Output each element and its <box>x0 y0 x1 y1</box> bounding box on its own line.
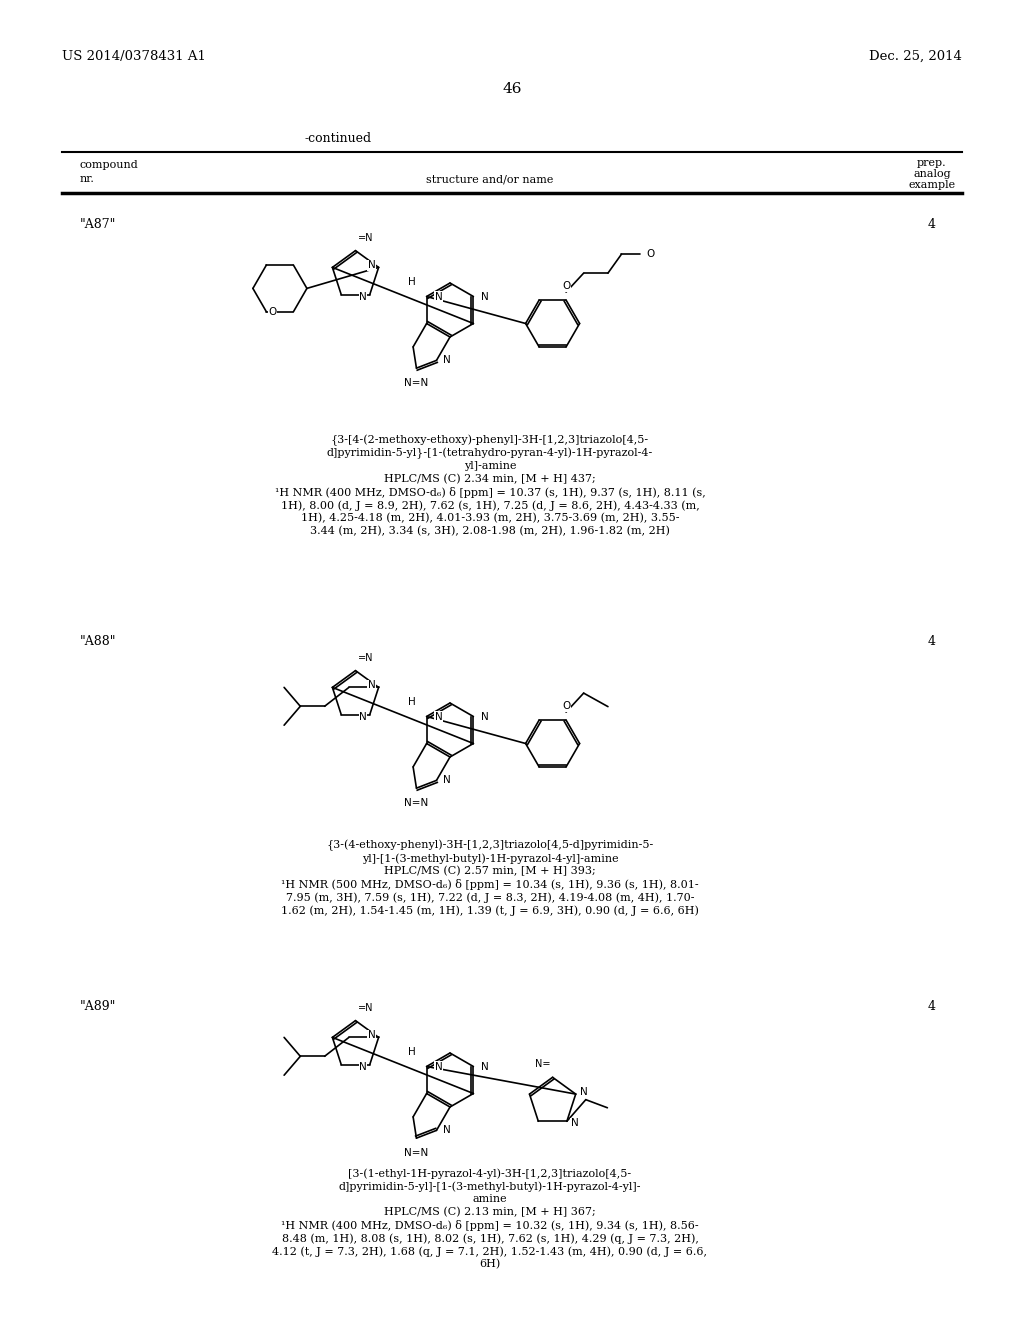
Text: 4: 4 <box>928 1001 936 1012</box>
Text: N: N <box>434 292 442 301</box>
Text: N: N <box>368 680 376 690</box>
Text: N: N <box>359 711 367 722</box>
Text: H: H <box>408 277 416 288</box>
Text: {3-[4-(2-methoxy-ethoxy)-phenyl]-3H-[1,2,3]triazolo[4,5-: {3-[4-(2-methoxy-ethoxy)-phenyl]-3H-[1,2… <box>331 436 649 446</box>
Text: "A89": "A89" <box>80 1001 117 1012</box>
Text: N=N: N=N <box>404 799 429 808</box>
Text: N: N <box>442 355 451 366</box>
Text: HPLC/MS (C) 2.13 min, [M + H] 367;: HPLC/MS (C) 2.13 min, [M + H] 367; <box>384 1206 596 1217</box>
Text: 4.12 (t, J = 7.3, 2H), 1.68 (q, J = 7.1, 2H), 1.52-1.43 (m, 4H), 0.90 (d, J = 6.: 4.12 (t, J = 7.3, 2H), 1.68 (q, J = 7.1,… <box>272 1246 708 1257</box>
Text: {3-(4-ethoxy-phenyl)-3H-[1,2,3]triazolo[4,5-d]pyrimidin-5-: {3-(4-ethoxy-phenyl)-3H-[1,2,3]triazolo[… <box>327 840 653 851</box>
Text: O: O <box>562 281 570 292</box>
Text: amine: amine <box>473 1195 507 1204</box>
Text: O: O <box>562 701 570 711</box>
Text: N: N <box>434 1061 442 1072</box>
Text: N: N <box>359 292 367 301</box>
Text: 46: 46 <box>502 82 522 96</box>
Text: HPLC/MS (C) 2.34 min, [M + H] 437;: HPLC/MS (C) 2.34 min, [M + H] 437; <box>384 474 596 484</box>
Text: prep.: prep. <box>918 158 947 168</box>
Text: N: N <box>481 711 489 722</box>
Text: ¹H NMR (400 MHz, DMSO-d₆) δ [ppm] = 10.37 (s, 1H), 9.37 (s, 1H), 8.11 (s,: ¹H NMR (400 MHz, DMSO-d₆) δ [ppm] = 10.3… <box>274 487 706 498</box>
Text: 1H), 4.25-4.18 (m, 2H), 4.01-3.93 (m, 2H), 3.75-3.69 (m, 2H), 3.55-: 1H), 4.25-4.18 (m, 2H), 4.01-3.93 (m, 2H… <box>301 513 679 523</box>
Text: H: H <box>408 1048 416 1057</box>
Text: 3.44 (m, 2H), 3.34 (s, 3H), 2.08-1.98 (m, 2H), 1.96-1.82 (m, 2H): 3.44 (m, 2H), 3.34 (s, 3H), 2.08-1.98 (m… <box>310 525 670 536</box>
Text: N: N <box>368 260 376 271</box>
Text: 8.48 (m, 1H), 8.08 (s, 1H), 8.02 (s, 1H), 7.62 (s, 1H), 4.29 (q, J = 7.3, 2H),: 8.48 (m, 1H), 8.08 (s, 1H), 8.02 (s, 1H)… <box>282 1233 698 1243</box>
Text: N: N <box>368 1031 376 1040</box>
Text: 4: 4 <box>928 635 936 648</box>
Text: O: O <box>268 306 276 317</box>
Text: compound: compound <box>80 160 138 170</box>
Text: HPLC/MS (C) 2.57 min, [M + H] 393;: HPLC/MS (C) 2.57 min, [M + H] 393; <box>384 866 596 876</box>
Text: US 2014/0378431 A1: US 2014/0378431 A1 <box>62 50 206 63</box>
Text: 1.62 (m, 2H), 1.54-1.45 (m, 1H), 1.39 (t, J = 6.9, 3H), 0.90 (d, J = 6.6, 6H): 1.62 (m, 2H), 1.54-1.45 (m, 1H), 1.39 (t… <box>281 906 699 916</box>
Text: N: N <box>580 1088 588 1097</box>
Text: ¹H NMR (400 MHz, DMSO-d₆) δ [ppm] = 10.32 (s, 1H), 9.34 (s, 1H), 8.56-: ¹H NMR (400 MHz, DMSO-d₆) δ [ppm] = 10.3… <box>282 1220 698 1232</box>
Text: 1H), 8.00 (d, J = 8.9, 2H), 7.62 (s, 1H), 7.25 (d, J = 8.6, 2H), 4.43-4.33 (m,: 1H), 8.00 (d, J = 8.9, 2H), 7.62 (s, 1H)… <box>281 500 699 511</box>
Text: =N: =N <box>357 232 373 243</box>
Text: structure and/or name: structure and/or name <box>426 174 554 183</box>
Text: N: N <box>481 292 489 301</box>
Text: H: H <box>408 697 416 708</box>
Text: "A87": "A87" <box>80 218 117 231</box>
Text: N=N: N=N <box>404 1148 429 1158</box>
Text: N: N <box>442 1126 451 1135</box>
Text: ¹H NMR (500 MHz, DMSO-d₆) δ [ppm] = 10.34 (s, 1H), 9.36 (s, 1H), 8.01-: ¹H NMR (500 MHz, DMSO-d₆) δ [ppm] = 10.3… <box>282 879 698 890</box>
Text: N: N <box>571 1118 579 1129</box>
Text: =N: =N <box>357 652 373 663</box>
Text: "A88": "A88" <box>80 635 117 648</box>
Text: =N: =N <box>357 1003 373 1012</box>
Text: O: O <box>646 249 654 259</box>
Text: N=: N= <box>536 1059 551 1069</box>
Text: nr.: nr. <box>80 174 95 183</box>
Text: 4: 4 <box>928 218 936 231</box>
Text: d]pyrimidin-5-yl}-[1-(tetrahydro-pyran-4-yl)-1H-pyrazol-4-: d]pyrimidin-5-yl}-[1-(tetrahydro-pyran-4… <box>327 447 653 459</box>
Text: N=N: N=N <box>404 378 429 388</box>
Text: Dec. 25, 2014: Dec. 25, 2014 <box>869 50 962 63</box>
Text: example: example <box>908 180 955 190</box>
Text: -continued: -continued <box>304 132 372 145</box>
Text: analog: analog <box>913 169 951 180</box>
Text: d]pyrimidin-5-yl]-[1-(3-methyl-butyl)-1H-pyrazol-4-yl]-: d]pyrimidin-5-yl]-[1-(3-methyl-butyl)-1H… <box>339 1181 641 1192</box>
Text: yl]-amine: yl]-amine <box>464 461 516 471</box>
Text: N: N <box>442 775 451 785</box>
Text: 6H): 6H) <box>479 1259 501 1270</box>
Text: N: N <box>481 1061 489 1072</box>
Text: N: N <box>359 1061 367 1072</box>
Text: yl]-[1-(3-methyl-butyl)-1H-pyrazol-4-yl]-amine: yl]-[1-(3-methyl-butyl)-1H-pyrazol-4-yl]… <box>361 853 618 863</box>
Text: 7.95 (m, 3H), 7.59 (s, 1H), 7.22 (d, J = 8.3, 2H), 4.19-4.08 (m, 4H), 1.70-: 7.95 (m, 3H), 7.59 (s, 1H), 7.22 (d, J =… <box>286 892 694 903</box>
Text: [3-(1-ethyl-1H-pyrazol-4-yl)-3H-[1,2,3]triazolo[4,5-: [3-(1-ethyl-1H-pyrazol-4-yl)-3H-[1,2,3]t… <box>348 1168 632 1179</box>
Text: N: N <box>434 711 442 722</box>
